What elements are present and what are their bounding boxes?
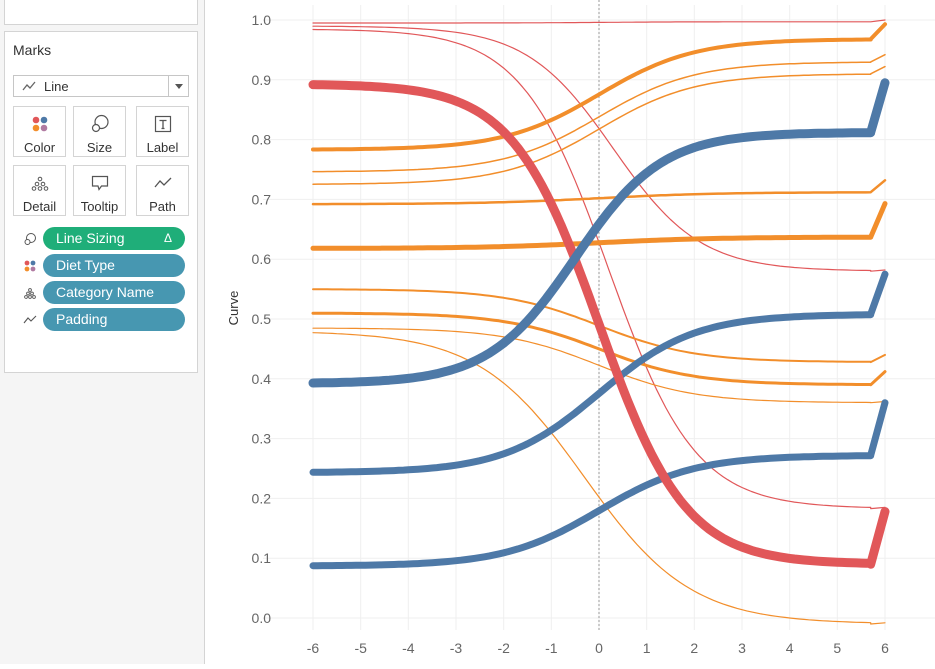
- series-line-red[interactable]: [312, 25, 886, 272]
- color-icon: [24, 260, 36, 272]
- category-name-pill[interactable]: Category Name: [43, 281, 185, 304]
- series-line-orange[interactable]: [312, 327, 886, 404]
- x-tick-label: 5: [833, 640, 841, 656]
- label-icon: [154, 115, 172, 133]
- x-tick-label: -4: [402, 640, 415, 656]
- left-pane: Marks Line Color Size: [0, 0, 205, 664]
- series-line-blue[interactable]: [309, 270, 889, 476]
- y-tick-label: 0.0: [252, 610, 272, 626]
- line-chart-icon: [22, 81, 36, 91]
- padding-pill-label: Padding: [56, 311, 108, 327]
- marks-card: Marks Line Color Size: [4, 31, 198, 373]
- series-line-orange[interactable]: [311, 22, 887, 152]
- series-line-orange[interactable]: [310, 201, 888, 251]
- color-icon: [32, 116, 48, 132]
- detail-button-label: Detail: [22, 199, 57, 214]
- y-tick-label: 0.2: [252, 490, 272, 506]
- x-tick-label: -1: [545, 640, 558, 656]
- y-tick-label: 0.1: [252, 550, 272, 566]
- series-line-orange[interactable]: [312, 332, 886, 625]
- x-axis-ticks: -6 -5 -4 -3 -2 -1 0 1 2 3 4 5 6: [307, 640, 889, 656]
- x-tick-label: -2: [497, 640, 510, 656]
- diet-type-pill-label: Diet Type: [56, 257, 115, 273]
- path-icon: [23, 315, 37, 324]
- x-tick-label: 2: [690, 640, 698, 656]
- y-tick-label: 0.5: [252, 311, 272, 327]
- series-line-red[interactable]: [312, 28, 886, 510]
- x-tick-label: -6: [307, 640, 320, 656]
- line-sizing-pill-label: Line Sizing: [56, 230, 125, 246]
- category-name-pill-label: Category Name: [56, 284, 155, 300]
- mark-type-dropdown[interactable]: Line: [13, 75, 189, 97]
- line-sizing-pill[interactable]: Line Sizing Δ: [43, 227, 185, 250]
- y-tick-label: 0.3: [252, 431, 272, 447]
- y-tick-label: 0.8: [252, 132, 272, 148]
- series-group: [308, 19, 890, 625]
- filters-card: [4, 0, 198, 25]
- size-button-label: Size: [86, 140, 113, 155]
- delta-icon: Δ: [163, 231, 172, 245]
- series-line-red[interactable]: [312, 19, 886, 24]
- x-tick-label: -3: [450, 640, 463, 656]
- series-line-orange[interactable]: [312, 65, 886, 185]
- padding-row: Padding: [5, 308, 199, 332]
- series-line-orange[interactable]: [311, 179, 887, 206]
- marks-title: Marks: [13, 42, 52, 58]
- x-tick-label: 4: [786, 640, 794, 656]
- x-tick-label: 0: [595, 640, 603, 656]
- size-button[interactable]: Size: [73, 106, 126, 157]
- x-tick-label: -5: [354, 640, 367, 656]
- label-button-label: Label: [146, 140, 179, 155]
- y-tick-label: 1.0: [252, 12, 272, 28]
- mark-type-label: Line: [44, 79, 69, 94]
- category-name-row: Category Name: [5, 281, 199, 305]
- tooltip-button[interactable]: Tooltip: [73, 165, 126, 216]
- color-button-label: Color: [23, 140, 56, 155]
- y-tick-label: 0.7: [252, 191, 272, 207]
- y-tick-label: 0.6: [252, 251, 272, 267]
- detail-button[interactable]: Detail: [13, 165, 66, 216]
- diet-type-pill[interactable]: Diet Type: [43, 254, 185, 277]
- x-tick-label: 6: [881, 640, 889, 656]
- series-line-orange[interactable]: [312, 53, 886, 173]
- y-axis-label: Curve: [226, 291, 241, 326]
- tooltip-button-label: Tooltip: [80, 199, 119, 214]
- path-button-label: Path: [149, 199, 176, 214]
- path-icon: [154, 177, 172, 188]
- series-line-blue[interactable]: [309, 399, 889, 570]
- series-line-blue[interactable]: [308, 78, 890, 388]
- y-tick-label: 0.9: [252, 72, 272, 88]
- detail-icon: [31, 176, 49, 191]
- series-line-red[interactable]: [308, 80, 890, 569]
- color-button[interactable]: Color: [13, 106, 66, 157]
- series-line-orange[interactable]: [311, 311, 887, 387]
- curve-chart[interactable]: 0.0 0.1 0.2 0.3 0.4 0.5 0.6 0.7 0.8 0.9 1.0 -6 -5 -4…: [205, 0, 935, 664]
- chart-area: 0.0 0.1 0.2 0.3 0.4 0.5 0.6 0.7 0.8 0.9 1.0 -6 -5 -4…: [205, 0, 935, 664]
- grid: [263, 5, 935, 630]
- diet-type-row: Diet Type: [5, 254, 199, 278]
- line-sizing-row: Line Sizing Δ: [5, 227, 199, 251]
- padding-pill[interactable]: Padding: [43, 308, 185, 331]
- y-tick-label: 0.4: [252, 371, 272, 387]
- label-button[interactable]: Label: [136, 106, 189, 157]
- x-tick-label: 1: [643, 640, 651, 656]
- chevron-down-icon[interactable]: [168, 76, 188, 96]
- tooltip-icon: [91, 175, 109, 191]
- y-axis-ticks: 0.0 0.1 0.2 0.3 0.4 0.5 0.6 0.7 0.8 0.9 1.0: [252, 12, 272, 626]
- size-icon: [91, 114, 109, 133]
- x-tick-label: 3: [738, 640, 746, 656]
- detail-icon: [24, 288, 36, 299]
- size-icon: [24, 233, 36, 245]
- path-button[interactable]: Path: [136, 165, 189, 216]
